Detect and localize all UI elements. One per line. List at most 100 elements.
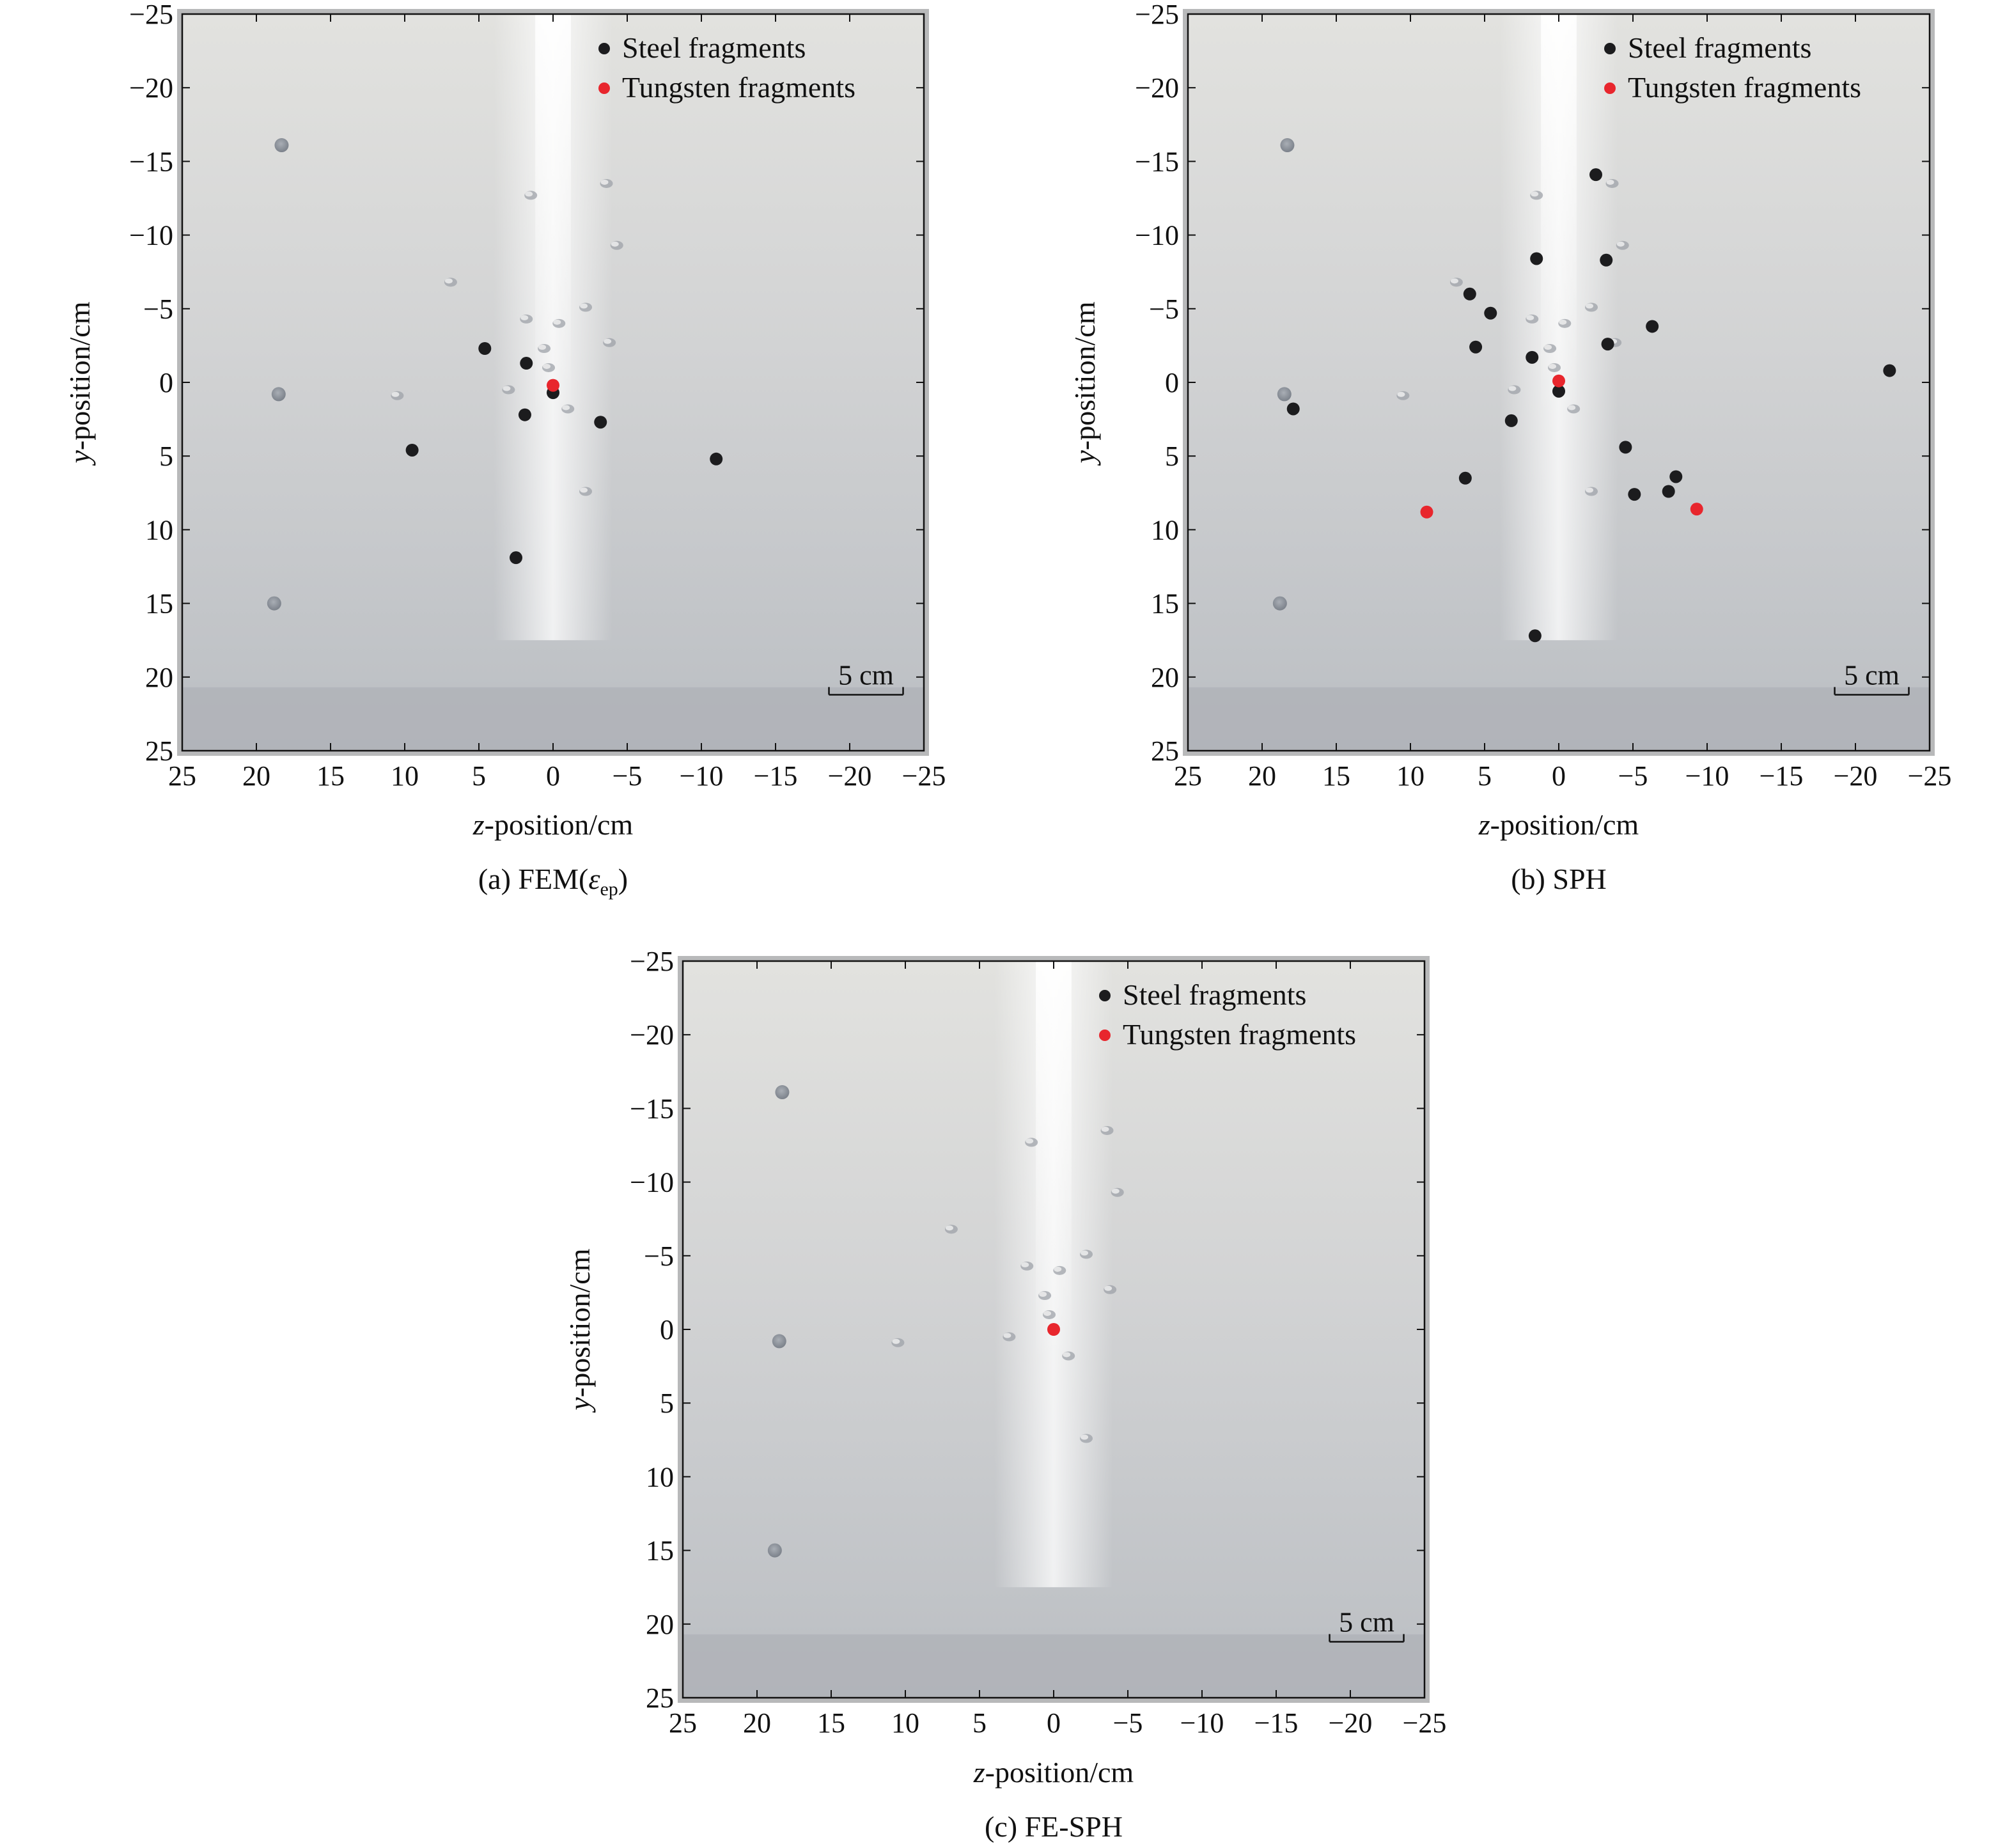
x-tick-label: −15 [754,760,798,792]
y-tick-label: −15 [630,1093,674,1124]
steel-fragment-point [518,408,531,421]
plate-dent-highlight [525,191,533,197]
x-tick-label: −15 [1254,1707,1299,1739]
plate-dent-highlight [1026,1138,1034,1144]
x-tick-label: −20 [828,760,872,792]
steel-fragment-point [1883,364,1896,377]
steel-fragment-point [1601,338,1614,351]
y-tick-label: 15 [646,1535,674,1567]
tungsten-fragment-point [1420,505,1433,519]
y-axis-title-var: y [63,450,96,466]
plate-dent-highlight [580,303,588,309]
x-tick-label: 0 [546,760,560,792]
legend-marker-steel [1099,990,1111,1001]
x-axis-title: z-position/cm [973,1756,1134,1789]
plate-dent-highlight [1104,1285,1112,1291]
plate-dent-highlight [1549,363,1557,369]
plate-dent-highlight [1586,303,1594,309]
y-axis-title-rest: -position/cm [1068,301,1101,450]
plate-bottom-band [182,687,924,751]
plate-dent-highlight [1081,1250,1089,1256]
steel-fragment-point [1589,168,1602,182]
plate-dent-highlight [1397,391,1405,397]
plate-dent-highlight [444,278,453,284]
x-tick-label: −15 [1760,760,1804,792]
steel-fragment-point [1458,471,1472,485]
y-tick-label: −10 [630,1167,674,1198]
plate-dent-highlight [391,391,400,397]
caption-subscript: ep [600,879,618,900]
y-tick-label: 20 [145,662,173,693]
plate-hole [1280,138,1295,153]
legend-label-tungsten: Tungsten fragments [622,71,855,104]
x-axis-title-rest: -position/cm [485,808,634,841]
plate-hole [1272,596,1287,611]
plate-dent-highlight [1606,179,1614,185]
scale-bar-label: 5 cm [1844,659,1900,691]
steel-fragment-point [1469,340,1483,354]
plate-dent-highlight [1450,278,1458,284]
steel-fragment-point [1619,441,1632,454]
x-tick-label: 20 [1248,760,1276,792]
y-tick-label: −20 [1135,72,1179,104]
panel-b: 25 20 15 10 5 0 −5 −10 −15 −20 −25 −25 −20 −15 −10 −5 0 5… [1068,0,1951,895]
plate-dent-highlight [580,487,588,493]
x-tick-label: −5 [1113,1707,1143,1739]
x-tick-label: 0 [1047,1707,1061,1739]
plate-hole [274,138,289,153]
plate-dent-highlight [553,319,561,325]
legend-marker-tungsten [1604,82,1616,94]
x-tick-label: 0 [1552,760,1566,792]
y-tick-label: −5 [1149,294,1179,325]
legend-label-steel: Steel fragments [622,31,806,64]
y-axis-title-rest: -position/cm [63,301,96,450]
plate-dent-highlight [1568,405,1576,411]
steel-fragment-point [1528,629,1542,643]
plate-dent-highlight [562,405,570,411]
tungsten-fragment-point [547,379,559,392]
x-tick-label: 20 [743,1707,771,1739]
y-tick-label: 25 [646,1682,674,1714]
y-tick-label: 0 [1165,367,1179,398]
caption-prefix: (a) FEM( [478,863,588,895]
plate-dent-highlight [611,241,619,247]
tungsten-fragment-point [1047,1323,1060,1336]
x-tick-label: 10 [391,760,419,792]
steel-fragment-point [1600,253,1613,267]
x-tick-label: 25 [1174,760,1202,792]
plate-dent-highlight [538,345,547,350]
legend-label-tungsten: Tungsten fragments [1123,1018,1356,1051]
plate-dent-highlight [1043,1310,1052,1316]
y-tick-label: 5 [660,1388,674,1419]
x-tick-label: 10 [1396,760,1425,792]
y-tick-label: −25 [630,946,674,977]
x-axis-title-var: z [973,1756,985,1789]
plate-dent-highlight [1111,1188,1120,1194]
scale-bar-label: 5 cm [838,659,894,691]
steel-fragment-point [1628,488,1641,501]
steel-fragment-point [1669,470,1683,483]
legend-label-steel: Steel fragments [1123,978,1306,1011]
tungsten-fragment-point [1690,503,1703,516]
steel-fragment-point [1530,252,1543,265]
plate-bottom-band [1188,687,1930,751]
plate-dent-highlight [604,338,612,344]
plate-hole [1277,387,1292,402]
y-tick-label: 25 [1151,735,1179,767]
plate-dent-highlight [543,363,551,369]
x-tick-label: −25 [1403,1707,1447,1739]
legend-marker-steel [1604,43,1616,54]
steel-fragment-point [1463,287,1476,301]
plate-hole [767,1543,782,1558]
x-tick-label: −10 [1180,1707,1224,1739]
plate-dent-highlight [1063,1352,1071,1358]
plate-dent-highlight [1544,345,1552,350]
x-axis-title-rest: -position/cm [985,1756,1134,1789]
plate-dent-highlight [1054,1266,1062,1272]
plate-dent-highlight [1101,1126,1109,1132]
plate-dent-highlight [1526,315,1534,320]
x-tick-label: −10 [1685,760,1729,792]
x-tick-label: 15 [316,760,345,792]
y-tick-label: 20 [646,1609,674,1640]
x-axis-title-rest: -position/cm [1490,808,1639,841]
